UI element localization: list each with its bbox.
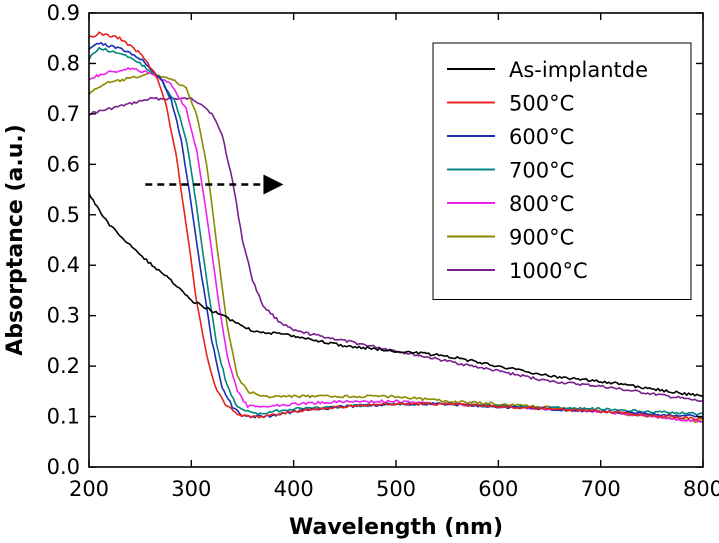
legend-box: [432, 42, 692, 300]
x-tick-label: 600: [478, 477, 518, 501]
y-tick-label: 0.2: [47, 354, 80, 378]
x-tick-label: 200: [69, 477, 109, 501]
series-line-1000-c: [88, 96, 704, 403]
legend-label: 1000°C: [509, 259, 588, 283]
legend-label: As-implantde: [509, 58, 648, 82]
y-tick-label: 0.1: [47, 405, 80, 429]
y-tick-label: 0.9: [47, 1, 80, 25]
y-tick-label: 0.7: [47, 102, 80, 126]
y-tick-label: 0.4: [47, 253, 80, 277]
x-tick-label: 800: [683, 477, 719, 501]
series-line-as-implantde: [88, 193, 704, 398]
legend-label: 700°C: [509, 159, 574, 183]
annotation-layer: [145, 174, 284, 195]
legend-label: 900°C: [509, 226, 574, 250]
y-axis-title: Absorptance (a.u.): [3, 124, 28, 356]
series-line-500-c: [88, 31, 704, 421]
legend: As-implantde 500°C 600°C 700°C 800°C 900°C 100…: [432, 42, 692, 300]
legend-label: 500°C: [509, 92, 574, 116]
y-axis-ticks: 0.0 0.1 0.2 0.3 0.4 0.5 0.6 0.7 0.8 0.9: [47, 1, 703, 479]
x-tick-label: 300: [171, 477, 211, 501]
series-layer: [88, 31, 704, 423]
x-tick-label: 400: [274, 477, 314, 501]
y-tick-label: 0.5: [47, 203, 80, 227]
dashed-arrow-head: [263, 174, 284, 195]
y-tick-label: 0.3: [47, 304, 80, 328]
x-tick-label: 500: [376, 477, 416, 501]
x-axis-ticks: 200 300 400 500 600 700 800: [69, 13, 719, 501]
y-tick-label: 0.8: [47, 51, 80, 75]
legend-label: 600°C: [509, 125, 574, 149]
x-tick-label: 700: [581, 477, 621, 501]
y-tick-label: 0.0: [47, 455, 80, 479]
y-tick-label: 0.6: [47, 152, 80, 176]
legend-label: 800°C: [509, 192, 574, 216]
x-axis-title: Wavelength (nm): [289, 515, 503, 540]
